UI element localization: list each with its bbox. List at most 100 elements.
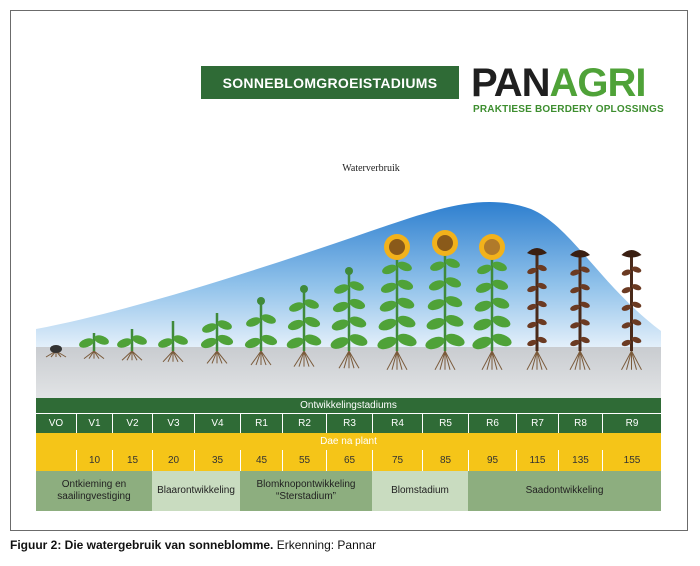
days-row: 10 15 20 35 45 55 65 75 85 95 115 135 155 (36, 450, 661, 471)
stage-code: R7 (516, 414, 558, 433)
leaf (537, 282, 547, 290)
bud (300, 285, 308, 293)
days-value: 95 (468, 450, 516, 471)
flower-disc (484, 239, 500, 255)
leaf (477, 264, 492, 275)
leaf (631, 319, 642, 326)
leaf (79, 338, 94, 348)
stage-code: R5 (422, 414, 468, 433)
leaf (397, 315, 416, 328)
leaf (492, 297, 510, 309)
leaf (349, 316, 367, 328)
stage-code: V4 (194, 414, 240, 433)
root (216, 350, 228, 364)
seed-head (570, 250, 590, 258)
leaf (537, 336, 547, 344)
leaf (631, 301, 642, 308)
root (579, 350, 591, 371)
water-use-label: Waterverbruik (342, 163, 400, 174)
root (396, 350, 408, 371)
stage-codes-row: VO V1 V2 V3 V4 R1 R2 R3 R4 R5 R6 R7 R8 R9 (36, 414, 661, 433)
leaf (397, 261, 412, 272)
flower-disc (389, 239, 405, 255)
leaf (472, 336, 492, 350)
panagri-logo: PANAGRI PRAKTIESE BOERDERY OPLOSSINGS (471, 61, 664, 115)
leaf (382, 264, 397, 275)
leaf (158, 338, 173, 348)
leaf (397, 297, 415, 309)
seed-head (527, 248, 547, 256)
seed (50, 345, 62, 353)
growth-scene (36, 201, 661, 399)
days-value: 155 (602, 450, 661, 471)
days-value: 20 (152, 450, 194, 471)
leaf (621, 339, 632, 347)
leaf (349, 334, 368, 346)
leaf (430, 261, 445, 271)
leaf (173, 335, 188, 345)
leaf (425, 336, 445, 350)
leaf (570, 322, 580, 329)
stage-code: R1 (240, 414, 282, 433)
leaf (580, 336, 590, 344)
root (536, 350, 548, 371)
leaf (527, 339, 537, 347)
leaf (631, 336, 642, 344)
leaf (473, 318, 492, 331)
stage-code: V1 (76, 414, 112, 433)
leaf (527, 321, 537, 329)
leaf (580, 284, 590, 291)
phases-row: Ontkieming en saailingvestiging Blaarontw… (36, 471, 661, 511)
stage-code: R6 (468, 414, 516, 433)
phase-label: Blomknopontwikkeling “Sterstadium” (240, 471, 372, 511)
stage-code: V2 (112, 414, 152, 433)
days-value: 45 (240, 450, 282, 471)
leaf (445, 333, 465, 347)
leaf (427, 299, 445, 311)
leaf (580, 301, 590, 308)
leaf (527, 285, 537, 293)
leaf (332, 301, 349, 313)
leaf (397, 333, 417, 347)
leaf (445, 314, 464, 327)
leaf (527, 303, 537, 311)
days-value: 135 (558, 450, 602, 471)
stage-code: R2 (282, 414, 326, 433)
leaf (426, 317, 445, 330)
leaf (474, 300, 492, 312)
leaf (244, 337, 261, 349)
leaf (334, 284, 349, 294)
leaf (349, 281, 364, 291)
flower-disc (437, 235, 453, 251)
leaf (621, 287, 632, 294)
leaf (537, 264, 547, 272)
leaf (570, 287, 580, 294)
leaf (492, 261, 507, 272)
leaf (428, 280, 445, 291)
leaf (621, 322, 632, 329)
leaf (380, 282, 397, 293)
stage-code: R3 (326, 414, 372, 433)
stage-code: R4 (372, 414, 422, 433)
leaf (537, 318, 547, 326)
figure-caption: Figuur 2: Die watergebruik van sonneblom… (10, 538, 377, 552)
leaf (330, 337, 349, 349)
leaf (349, 298, 366, 310)
leaf (397, 279, 414, 290)
root (303, 350, 315, 367)
stages-header: Ontwikkelingstadiums (36, 398, 661, 413)
stage-code: V3 (152, 414, 194, 433)
leaf (492, 279, 509, 290)
days-value: 55 (282, 450, 326, 471)
leaf (200, 337, 217, 349)
leaf (580, 319, 590, 326)
leaf (289, 302, 304, 312)
leaf (132, 335, 147, 345)
days-value: 10 (76, 450, 112, 471)
leaf (331, 319, 349, 331)
leaf (631, 266, 642, 273)
seed-head (621, 250, 642, 258)
bud (257, 297, 265, 305)
bud (345, 267, 353, 275)
leaf (377, 336, 397, 350)
